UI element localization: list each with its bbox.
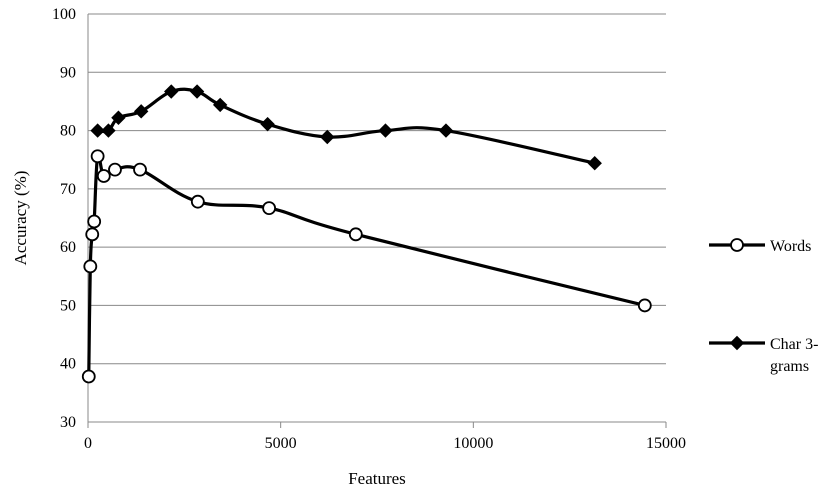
data-point-diamond xyxy=(111,110,126,125)
data-point-circle xyxy=(81,369,96,384)
legend-label-line: Char 3- xyxy=(770,336,818,353)
data-point-circle xyxy=(87,214,102,229)
x-tick-label: 10000 xyxy=(453,435,493,452)
legend-label: Char 3- grams xyxy=(770,336,818,375)
data-point-diamond xyxy=(260,116,275,132)
legend-item: Char 3- grams xyxy=(709,335,818,375)
data-point-circle xyxy=(133,162,147,177)
data-point-diamond xyxy=(320,129,335,145)
data-point-circle xyxy=(90,149,105,164)
y-tick-label: 40 xyxy=(60,356,76,373)
legend-label-line: grams xyxy=(770,358,809,375)
x-tick-label: 5000 xyxy=(265,435,297,452)
data-point-diamond xyxy=(378,123,393,138)
y-axis-title: Accuracy (%) xyxy=(11,171,30,266)
data-point-diamond xyxy=(212,97,228,113)
series-line xyxy=(87,153,646,377)
x-tick-label: 0 xyxy=(84,435,92,452)
y-tick-label: 30 xyxy=(60,414,76,431)
x-tick-labels: 0 5000 10000 15000 xyxy=(84,435,686,452)
y-tick-label: 60 xyxy=(60,239,76,256)
data-point-circle xyxy=(85,227,100,242)
data-point-circle xyxy=(83,259,98,274)
y-tick-label: 70 xyxy=(60,181,76,198)
axes xyxy=(87,14,667,428)
series-layer xyxy=(81,84,652,384)
legend-marker-diamond xyxy=(729,335,745,351)
data-point-diamond xyxy=(189,84,205,99)
y-tick-labels: 30 40 50 60 70 80 90 100 xyxy=(52,6,76,431)
data-point-circle xyxy=(96,169,111,183)
data-point-circle xyxy=(108,162,122,177)
data-point-circle xyxy=(190,194,205,209)
y-tick-label: 80 xyxy=(60,123,76,140)
data-point-circle xyxy=(348,227,363,242)
legend-marker-circle xyxy=(730,238,744,252)
legend-label: Words xyxy=(770,238,811,255)
data-point-circle xyxy=(262,201,277,215)
data-point-circle xyxy=(637,298,652,313)
data-point-diamond xyxy=(101,123,116,138)
data-point-diamond xyxy=(587,156,602,171)
legend: Words Char 3- grams xyxy=(709,238,818,375)
x-tick-label: 15000 xyxy=(646,435,686,452)
data-point-diamond xyxy=(164,84,179,99)
y-tick-label: 100 xyxy=(52,6,76,23)
data-point-diamond xyxy=(90,123,105,138)
x-axis-title: Features xyxy=(348,469,406,488)
series-char-3-grams xyxy=(90,84,602,171)
y-tick-label: 50 xyxy=(60,297,76,314)
series-line xyxy=(97,87,596,165)
data-point-diamond xyxy=(438,123,454,138)
data-point-diamond xyxy=(133,104,149,119)
legend-item: Words xyxy=(709,238,811,255)
y-tick-label: 90 xyxy=(60,64,76,81)
series-words xyxy=(81,149,652,384)
